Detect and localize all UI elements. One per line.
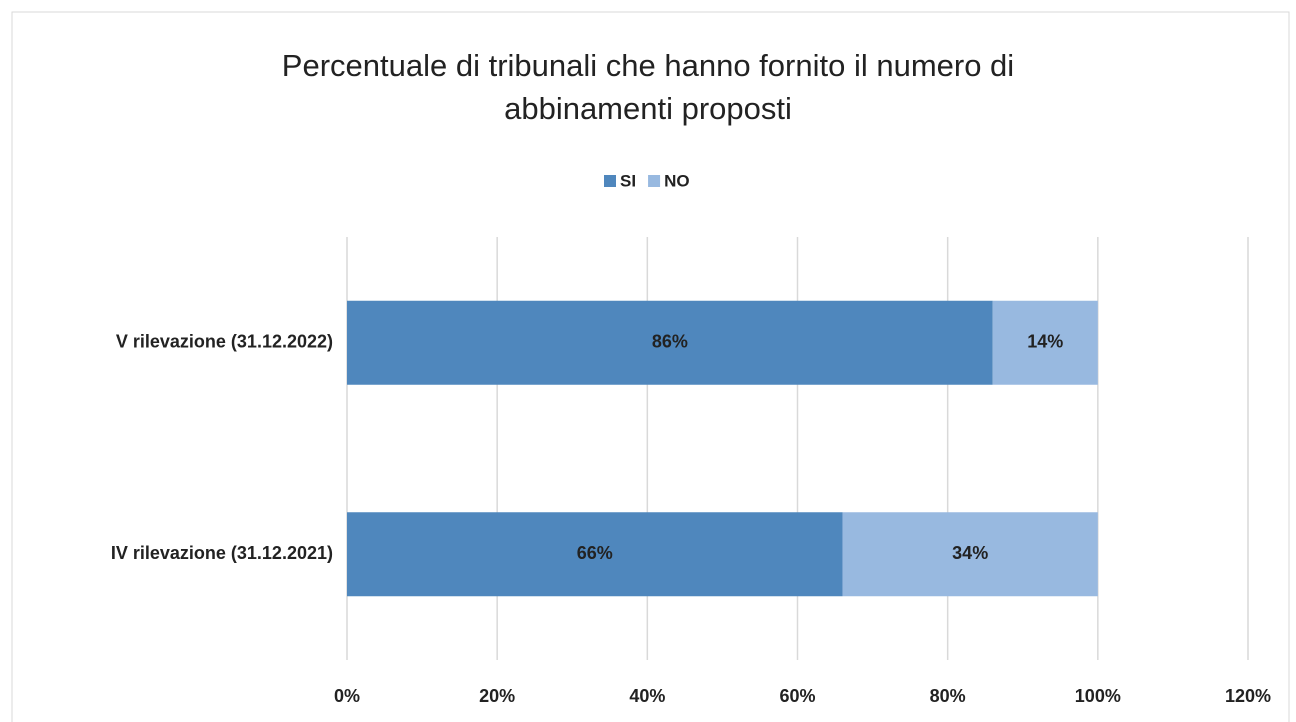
bar-segment <box>842 512 1098 597</box>
bar-segment <box>347 512 843 597</box>
data-label: 34% <box>952 543 988 563</box>
x-tick-label: 20% <box>479 686 515 706</box>
legend-swatch <box>604 175 616 187</box>
data-label: 66% <box>577 543 613 563</box>
x-tick-label: 60% <box>779 686 815 706</box>
bar-segment <box>347 300 993 385</box>
data-label: 14% <box>1027 332 1063 352</box>
x-tick-label: 40% <box>629 686 665 706</box>
y-tick-label: V rilevazione (31.12.2022) <box>116 332 333 352</box>
legend-swatch <box>648 175 661 187</box>
data-label: 86% <box>652 332 688 352</box>
x-tick-label: 0% <box>334 686 360 706</box>
chart-title: Percentuale di tribunali che hanno forni… <box>281 48 1015 126</box>
bar-segment <box>992 300 1098 385</box>
y-tick-label: IV rilevazione (31.12.2021) <box>111 543 333 563</box>
x-tick-label: 100% <box>1075 686 1121 706</box>
x-tick-label: 80% <box>930 686 966 706</box>
legend-label: SI <box>620 171 636 190</box>
x-tick-label: 120% <box>1225 686 1271 706</box>
legend-label: NO <box>664 171 690 190</box>
